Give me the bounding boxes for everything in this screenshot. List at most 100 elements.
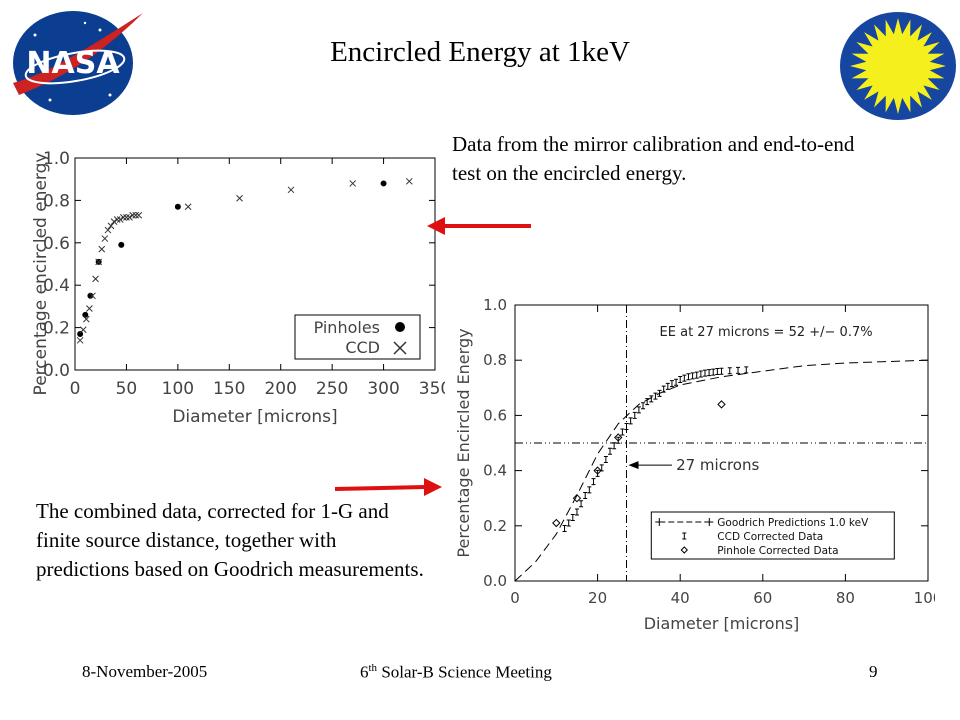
- chart-encircled-energy-calibration: 0 50 100 150 200 250 300 350 0.0 0.2 0.4 0.6 0.8 1.0 D…: [31, 149, 445, 427]
- ccd-errorbar-point: [727, 367, 732, 375]
- plot-frame: [74, 157, 436, 371]
- pinhole-point: [87, 292, 94, 299]
- x-tick-label: 0: [70, 379, 81, 399]
- ccd-errorbar-point: [612, 442, 617, 450]
- pinhole-point: [82, 311, 89, 318]
- x-axis-label: Diameter [microns]: [644, 614, 800, 633]
- ccd-point: [123, 214, 130, 221]
- ccd-errorbar-point: [579, 500, 584, 508]
- y-tick-label: 0.6: [483, 406, 507, 424]
- legend-label-ccd: CCD: [345, 338, 380, 357]
- ccd-errorbar-point: [645, 398, 650, 406]
- ccd-point: [184, 203, 192, 211]
- ccd-errorbar-point: [620, 428, 625, 436]
- nasa-logo: NASA: [13, 11, 143, 115]
- ccd-point: [236, 194, 243, 202]
- y-tick-label: 0.4: [43, 276, 70, 296]
- pinhole-diamond-point: [614, 433, 623, 442]
- y-tick-label: 0.2: [483, 517, 507, 535]
- ccd-point: [116, 216, 124, 223]
- legend-label-ccd: CCD Corrected Data: [717, 531, 823, 543]
- ccd-errorbar-point: [657, 389, 662, 397]
- ccd-errorbar-point: [649, 395, 654, 403]
- y-tick-label: 1.0: [43, 149, 70, 169]
- ccd-errorbar-point: [607, 447, 612, 455]
- footer-meeting-name: Solar-B Science Meeting: [377, 662, 552, 682]
- y-tick-label: 0.8: [43, 191, 70, 211]
- ccd-errorbar-point: [624, 422, 629, 430]
- y-tick-label: 0.4: [483, 462, 507, 480]
- ccd-errorbar-point: [694, 371, 699, 379]
- x-tick-label: 250: [316, 379, 348, 399]
- ccd-errorbar-point: [674, 378, 679, 386]
- pinhole-diamond-point: [552, 518, 561, 528]
- x-tick-label: 150: [213, 379, 245, 399]
- ccd-errorbar-point: [591, 478, 596, 486]
- ccd-errorbar-point: [661, 385, 666, 393]
- nasa-logo-text: NASA: [26, 46, 120, 81]
- ccd-errorbar-point: [583, 491, 588, 499]
- ccd-point: [86, 305, 93, 312]
- legend-box: [650, 511, 895, 560]
- x-tick-label: 40: [671, 589, 690, 607]
- description-top: Data from the mirror calibration and end…: [452, 132, 855, 185]
- y-tick-label: 0.0: [483, 572, 507, 590]
- x-tick-label: 100: [914, 589, 935, 607]
- ccd-errorbar-point: [636, 406, 641, 414]
- y-tick-label: 0.0: [43, 361, 70, 381]
- legend-marker-prediction-ends: [655, 518, 714, 526]
- ccd-errorbar-point: [690, 372, 695, 380]
- ccd-errorbar-point: [616, 436, 621, 444]
- ccd-errorbar-point: [744, 366, 749, 374]
- ccd-point: [119, 214, 127, 221]
- ccd-errorbar-point: [736, 366, 741, 374]
- arrow-27-head: [628, 461, 639, 470]
- footer-meeting-num: 6: [360, 662, 369, 682]
- ccd-errorbar-point: [653, 392, 658, 400]
- ccd-errorbar-point: [641, 402, 646, 410]
- ccd-point: [76, 336, 84, 344]
- ccd-errorbar-point: [715, 368, 720, 376]
- y-tick-label: 0.2: [43, 319, 70, 339]
- legend-marker-ccd: [682, 532, 687, 540]
- ccd-errorbar-point: [682, 374, 687, 382]
- ccd-errorbar-point: [669, 380, 674, 388]
- footer-date: 8-November-2005: [82, 662, 208, 681]
- ccd-errorbar-point: [678, 376, 683, 384]
- slide-title: Encircled Energy at 1keV: [330, 36, 630, 68]
- ccd-point: [405, 177, 413, 185]
- legend-marker-ccd: [393, 341, 407, 355]
- x-tick-label: 50: [116, 379, 138, 399]
- ccd-point: [126, 214, 133, 221]
- red-arrow-right: [334, 478, 442, 496]
- pinhole-point: [77, 330, 84, 337]
- ccd-point: [89, 292, 96, 300]
- x-tick-label: 20: [588, 589, 607, 607]
- x-tick-label: 0: [510, 589, 520, 607]
- ccd-point: [79, 326, 87, 334]
- ccd-errorbar-point: [711, 368, 716, 376]
- nasa-logo-swoosh: [13, 13, 143, 95]
- pinhole-point: [174, 203, 181, 210]
- ccd-errorbar-point: [698, 370, 703, 378]
- ccd-errorbar-point: [595, 469, 600, 477]
- ccd-point: [82, 315, 90, 323]
- ccd-errorbar-point: [603, 456, 608, 464]
- y-tick-label: 1.0: [483, 296, 507, 314]
- pinhole-point: [380, 180, 387, 187]
- ccd-point: [95, 258, 103, 266]
- ccd-point: [107, 222, 115, 230]
- ee-annotation: EE at 27 microns = 52 +/− 0.7%: [660, 325, 873, 340]
- ccd-errorbar-point: [686, 373, 691, 381]
- ccd-point: [104, 226, 112, 234]
- pinhole-diamond-point: [593, 466, 602, 475]
- footer-meeting-sup: th: [368, 662, 378, 674]
- ccd-errorbar-point: [702, 369, 707, 377]
- ccd-point: [92, 275, 99, 283]
- x-tick-label: 60: [753, 589, 772, 607]
- x-axis-label: Diameter [microns]: [172, 407, 337, 427]
- x-tick-label: 100: [162, 379, 194, 399]
- pinhole-diamond-point: [572, 493, 582, 503]
- footer-meeting: 6th Solar-B Science Meeting: [360, 662, 552, 683]
- ccd-errorbar-point: [566, 519, 571, 527]
